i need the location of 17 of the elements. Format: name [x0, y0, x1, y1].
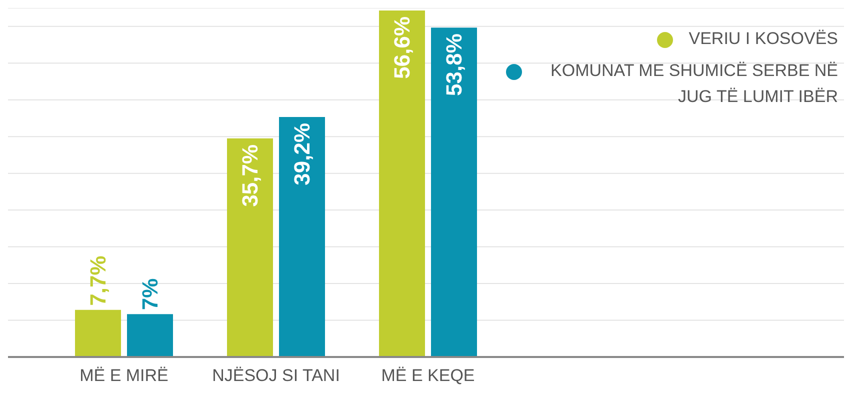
x-tick-label: MË E MIRË [80, 366, 168, 386]
data-label: 7% [138, 278, 162, 310]
data-label: 7,7% [86, 256, 110, 306]
bar [379, 10, 425, 357]
legend-label: VERIU I KOSOVËS [688, 28, 838, 50]
bar [431, 28, 477, 357]
data-label: 53,8% [442, 34, 466, 96]
legend-label: KOMUNAT ME SHUMICË SERBE NË JUG TË LUMIT IBËR [550, 60, 838, 108]
bar [75, 310, 121, 357]
bar [127, 314, 173, 357]
bar [279, 116, 325, 357]
data-label: 39,2% [290, 122, 314, 186]
x-tick-label: NJËSOJ SI TANI [212, 366, 340, 386]
x-tick-label: MË E KEQE [381, 366, 475, 386]
data-label: 35,7% [238, 144, 262, 207]
bar [227, 138, 273, 357]
data-label: 56,6% [390, 16, 414, 79]
